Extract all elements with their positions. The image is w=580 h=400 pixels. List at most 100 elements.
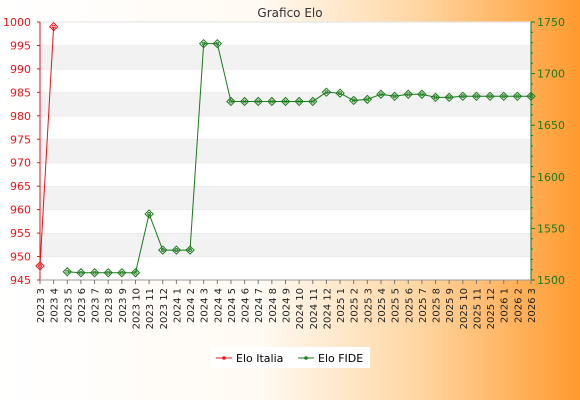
data-point-elo-fide — [321, 87, 332, 97]
grid-band — [40, 22, 531, 46]
x-tick-label: 2024 1 — [172, 288, 183, 323]
data-point-elo-fide — [389, 91, 400, 102]
series-line-elo-italia — [39, 26, 55, 266]
data-point-elo-fide — [294, 96, 304, 107]
x-tick-label: 2026 2 — [513, 288, 524, 323]
data-point-center-elo-fide — [229, 99, 233, 104]
grid-band — [40, 68, 531, 93]
data-point-elo-fide — [212, 38, 223, 49]
data-point-elo-italia — [35, 261, 45, 271]
legend: Elo Italia Elo FIDE — [210, 347, 370, 368]
x-tick-label: 2025 11 — [472, 288, 483, 329]
data-point-elo-fide — [430, 92, 441, 103]
data-point-elo-fide — [144, 209, 154, 219]
axes: 945 950 955 960 965 970 975 980 985 990 995 1000 150… — [3, 16, 565, 329]
data-point-center-elo-fide — [147, 212, 152, 216]
data-point-elo-fide — [348, 95, 359, 106]
data-point-center-elo-fide — [256, 99, 261, 104]
data-point-elo-fide — [444, 92, 454, 103]
x-tick-label: 2024 4 — [213, 288, 224, 323]
data-point-center-elo-fide — [338, 91, 342, 96]
left-tick-label: 950 — [10, 251, 31, 264]
data-point-elo-fide — [499, 91, 509, 102]
series-line-elo-fide — [67, 43, 531, 274]
data-point-center-elo-fide — [529, 94, 533, 99]
series-elo-fide — [62, 38, 536, 278]
x-tick-label: 2025 10 — [459, 288, 470, 329]
data-point-center-elo-fide — [351, 98, 356, 103]
grid-band — [40, 233, 531, 257]
left-tick-label: 985 — [10, 86, 31, 99]
legend-marker-elo-italia — [222, 356, 226, 360]
grid-band — [40, 139, 531, 163]
data-point-elo-fide — [267, 96, 277, 107]
x-tick-label: 2025 6 — [404, 288, 415, 323]
data-point-elo-fide — [362, 94, 373, 105]
data-point-center-elo-italia — [51, 24, 56, 29]
grid-band — [40, 92, 531, 116]
data-point-center-elo-fide — [92, 270, 97, 275]
right-tick-label: 1600 — [537, 171, 565, 184]
grid-band — [40, 186, 531, 210]
x-tick-label: 2025 4 — [377, 288, 388, 323]
data-point-elo-fide — [158, 245, 168, 255]
left-tick-label: 945 — [10, 274, 31, 287]
grid-band — [40, 162, 531, 187]
left-tick-label: 955 — [10, 227, 31, 240]
data-point-center-elo-fide — [419, 92, 424, 97]
data-point-center-elo-fide — [119, 270, 124, 275]
data-point-center-elo-fide — [106, 270, 111, 275]
chart-title: Grafico Elo — [257, 6, 322, 20]
x-tick-label: 2023 5 — [63, 288, 74, 323]
legend-label-elo-italia: Elo Italia — [236, 352, 283, 365]
x-tick-label: 2024 11 — [309, 288, 320, 329]
data-point-elo-fide — [512, 91, 523, 102]
legend-label-elo-fide: Elo FIDE — [318, 352, 363, 365]
data-point-elo-fide — [171, 245, 182, 255]
left-tick-label: 965 — [10, 180, 31, 193]
data-point-center-elo-fide — [79, 270, 83, 275]
x-tick-label: 2023 6 — [77, 288, 88, 323]
grid-band — [40, 256, 531, 280]
x-tick-label: 2024 3 — [200, 288, 211, 323]
left-tick-label: 1000 — [3, 16, 31, 29]
x-tick-label: 2024 2 — [186, 288, 197, 323]
legend-box — [210, 347, 370, 368]
x-tick-label: 2023 4 — [50, 288, 61, 323]
data-point-center-elo-fide — [174, 248, 179, 252]
x-tick-label: 2024 10 — [295, 288, 306, 329]
right-tick-label: 1750 — [537, 16, 565, 29]
x-tick-label: 2023 8 — [104, 288, 115, 323]
data-point-center-elo-fide — [297, 99, 302, 104]
x-tick-label: 2024 8 — [268, 288, 279, 323]
grid-band — [40, 115, 531, 140]
left-tick-label: 980 — [10, 110, 31, 123]
x-tick-label: 2024 6 — [241, 288, 252, 323]
right-tick-label: 1550 — [537, 222, 565, 235]
data-point-elo-fide — [89, 268, 100, 278]
x-tick-label: 2024 7 — [254, 288, 265, 323]
data-point-elo-fide — [458, 91, 468, 102]
data-point-elo-fide — [226, 96, 236, 107]
data-point-center-elo-fide — [365, 97, 370, 102]
x-tick-label: 2025 1 — [336, 288, 347, 323]
data-point-center-elo-fide — [447, 95, 452, 100]
left-tick-label: 970 — [10, 157, 31, 170]
x-tick-label: 2023 7 — [91, 288, 102, 323]
data-point-elo-fide — [198, 38, 209, 49]
data-point-elo-fide — [103, 268, 113, 278]
data-point-center-elo-fide — [460, 94, 465, 99]
data-point-elo-fide — [376, 89, 386, 99]
data-point-elo-fide — [280, 96, 291, 107]
series-elo-italia — [35, 21, 59, 271]
data-point-center-elo-fide — [242, 99, 247, 104]
data-point-elo-fide — [253, 96, 263, 107]
data-point-center-elo-italia — [38, 264, 42, 268]
plot-area — [40, 21, 531, 280]
data-point-elo-fide — [485, 91, 495, 102]
data-point-center-elo-fide — [160, 248, 165, 252]
data-point-elo-fide — [335, 88, 345, 98]
data-point-center-elo-fide — [406, 92, 411, 97]
x-tick-label: 2025 7 — [418, 288, 429, 323]
legend-marker-elo-fide — [304, 356, 308, 360]
